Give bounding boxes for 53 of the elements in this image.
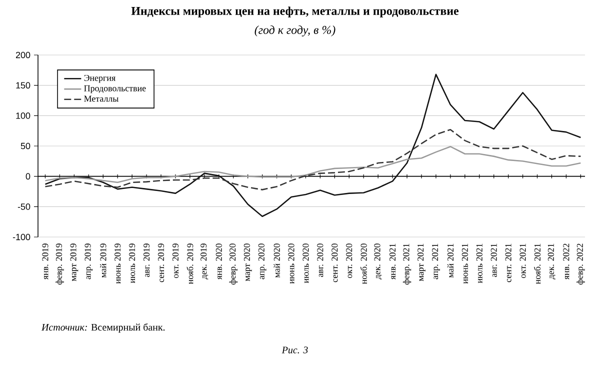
x-tick-label: нояб. 2019 — [186, 244, 194, 284]
x-tick-label: апр. 2019 — [84, 244, 93, 280]
x-tick-label: апр. 2020 — [258, 244, 266, 280]
x-tick-label: окт. 2021 — [520, 244, 526, 278]
x-tick-label: февр. 2021 — [402, 244, 412, 285]
x-tick-label: янв. 2022 — [563, 244, 570, 280]
x-tick-label: июнь 2020 — [288, 244, 294, 284]
y-tick-label: 150 — [16, 82, 30, 89]
x-tick-label: июнь 2021 — [462, 244, 468, 284]
x-tick-label: сент. 2021 — [505, 244, 512, 282]
y-tick-label: 50 — [20, 142, 30, 150]
x-tick-label: окт. 2020 — [346, 244, 352, 278]
chart-subtitle: (год к году, в %) — [254, 26, 336, 36]
x-tick-label: февр. 2020 — [229, 244, 238, 285]
x-tick-label: нояб. 2021 — [534, 244, 541, 284]
legend-label: Металлы — [84, 96, 118, 102]
x-tick-label: нояб. 2020 — [360, 244, 367, 284]
chart-title: Индексы мировых цен на нефть, металлы и продовольствие — [131, 6, 459, 18]
y-tick-label: -50 — [18, 203, 30, 210]
x-tick-label: дек. 2021 — [548, 244, 556, 280]
x-tick-label: июнь 2019 — [114, 244, 121, 284]
x-tick-label: февр. 2022 — [576, 244, 585, 285]
x-tick-label: июль 2021 — [476, 244, 482, 284]
x-tick-label: март 2020 — [244, 244, 252, 282]
x-tick-label: май 2021 — [447, 244, 454, 278]
legend-label: Энергия — [84, 74, 116, 83]
y-tick-label: 0 — [26, 173, 30, 180]
x-tick-label: авг. 2021 — [490, 244, 497, 277]
y-tick-label: -100 — [12, 234, 30, 240]
x-tick-label: июль 2019 — [129, 244, 136, 284]
x-tick-label: февр. 2019 — [56, 244, 64, 285]
x-tick-label: сент. 2019 — [158, 244, 164, 282]
x-tick-label: янв. 2019 — [42, 244, 48, 280]
line-series — [44, 74, 582, 218]
x-tick-label: март 2021 — [418, 244, 426, 282]
text: Рис. 3 — [282, 346, 308, 354]
x-tick-label: янв. 2020 — [216, 244, 222, 280]
y-tick-label: 200 — [16, 52, 30, 58]
x-tick-label: сент. 2020 — [332, 244, 338, 282]
x-tick-label: июль 2020 — [302, 244, 309, 284]
x-tick-label: май 2019 — [100, 244, 106, 278]
x-tick-label: дек. 2019 — [200, 244, 208, 280]
x-tick-label: янв. 2021 — [389, 244, 396, 280]
text: Источник: Всемирный банк. — [41, 323, 165, 333]
x-tick-label: авг. 2020 — [317, 244, 324, 277]
x-tick-label: авг. 2019 — [143, 244, 150, 277]
x-tick-label: окт. 2019 — [172, 244, 179, 278]
x-tick-label: дек. 2020 — [374, 244, 382, 280]
x-tick-label: апр. 2021 — [432, 244, 440, 280]
y-tick-label: 100 — [16, 112, 30, 119]
x-tick-label: май 2020 — [274, 244, 280, 278]
legend-label: Продовольствие — [84, 85, 146, 94]
x-tick-label: март 2019 — [70, 244, 78, 282]
